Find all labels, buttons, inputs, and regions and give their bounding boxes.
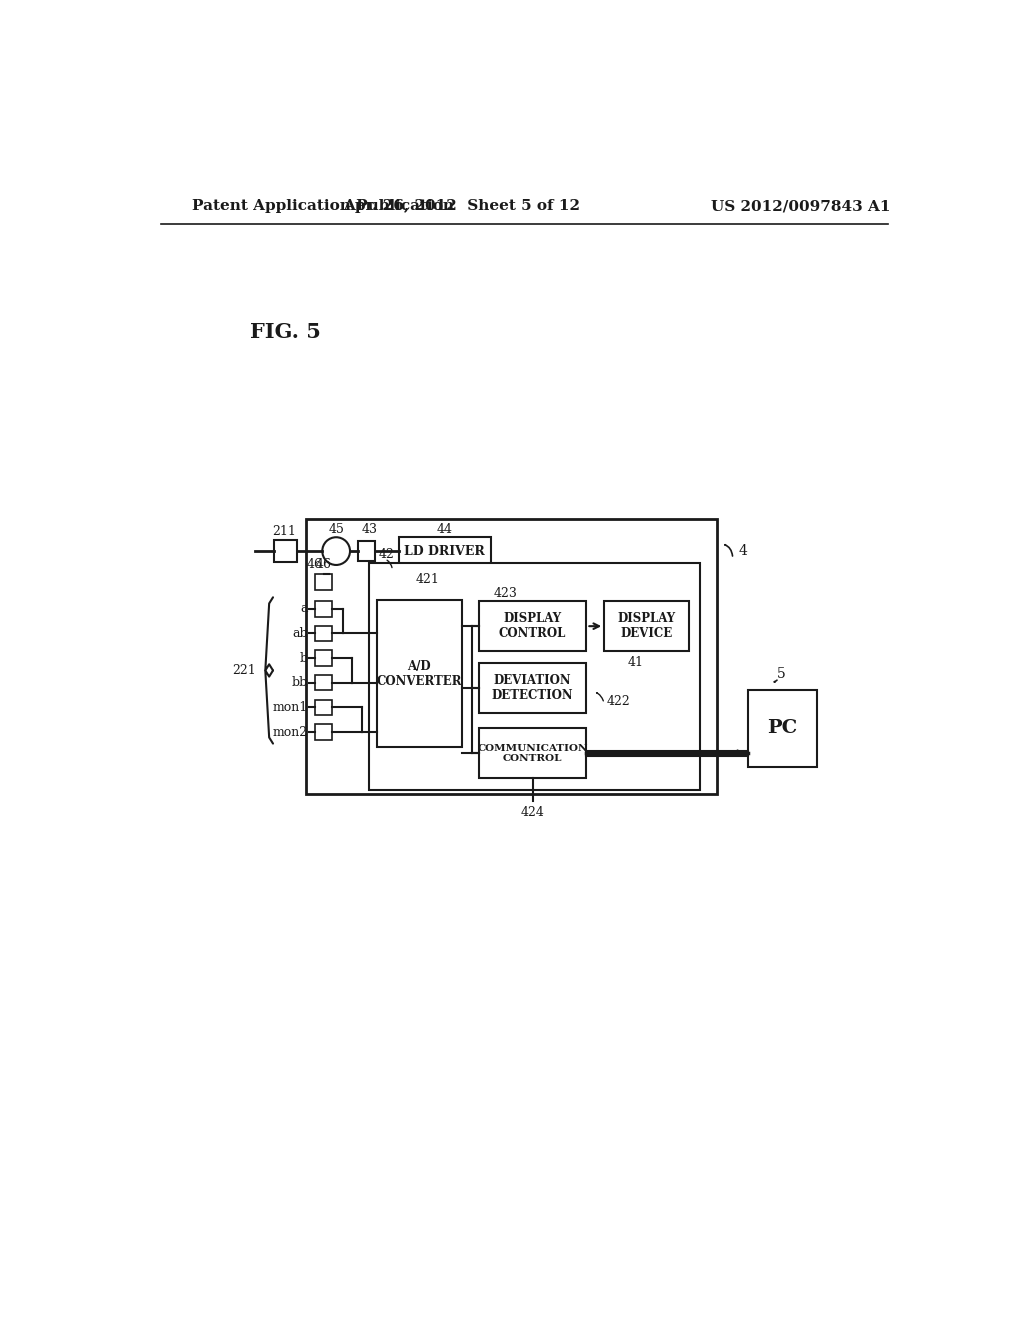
Bar: [315, 675, 333, 690]
Bar: [358, 541, 376, 561]
Text: US 2012/0097843 A1: US 2012/0097843 A1: [711, 199, 890, 213]
Text: 41: 41: [628, 656, 643, 669]
Text: a: a: [300, 602, 307, 615]
Text: 46: 46: [306, 558, 323, 572]
Text: PC: PC: [768, 719, 798, 737]
Bar: [315, 601, 333, 616]
Bar: [478, 601, 587, 651]
Text: 221: 221: [232, 664, 256, 677]
Text: 424: 424: [520, 807, 545, 820]
Bar: [749, 689, 817, 767]
Text: ab: ab: [292, 627, 307, 640]
Text: mon2: mon2: [272, 726, 307, 739]
Text: 5: 5: [777, 668, 786, 681]
Bar: [273, 540, 297, 562]
Text: Patent Application Publication: Patent Application Publication: [193, 199, 455, 213]
Text: mon1: mon1: [272, 701, 307, 714]
Bar: [604, 601, 689, 651]
Text: FIG. 5: FIG. 5: [250, 322, 321, 342]
Text: COMMUNICATION
CONTROL: COMMUNICATION CONTROL: [477, 743, 588, 763]
Bar: [315, 626, 333, 642]
Text: 422: 422: [606, 694, 630, 708]
Text: 423: 423: [494, 587, 518, 601]
Bar: [377, 601, 462, 747]
FancyArrowPatch shape: [774, 680, 777, 682]
Text: 211: 211: [272, 525, 297, 539]
Text: bb: bb: [292, 676, 307, 689]
Bar: [315, 700, 333, 715]
Text: 44: 44: [436, 523, 453, 536]
Text: A/D
CONVERTER: A/D CONVERTER: [377, 660, 462, 688]
Text: DISPLAY
CONTROL: DISPLAY CONTROL: [499, 612, 566, 640]
Bar: [478, 663, 587, 713]
Text: 4: 4: [739, 544, 748, 558]
Text: DEVIATION
DETECTION: DEVIATION DETECTION: [492, 673, 573, 702]
Text: Apr. 26, 2012  Sheet 5 of 12: Apr. 26, 2012 Sheet 5 of 12: [343, 199, 581, 213]
Text: 43: 43: [361, 523, 378, 536]
FancyArrowPatch shape: [387, 560, 392, 568]
Text: LD DRIVER: LD DRIVER: [404, 545, 485, 557]
Bar: [315, 651, 333, 665]
Bar: [306, 519, 717, 793]
FancyArrowPatch shape: [725, 545, 732, 556]
Text: 42: 42: [379, 548, 394, 561]
Bar: [370, 562, 700, 789]
Bar: [315, 725, 333, 739]
Bar: [478, 729, 587, 779]
Text: 421: 421: [416, 573, 439, 586]
Text: b: b: [300, 652, 307, 665]
Bar: [315, 574, 333, 590]
Text: 46: 46: [315, 558, 332, 572]
Text: 45: 45: [329, 523, 344, 536]
Text: DISPLAY
DEVICE: DISPLAY DEVICE: [617, 612, 676, 640]
Bar: [398, 537, 490, 565]
FancyArrowPatch shape: [597, 693, 603, 701]
